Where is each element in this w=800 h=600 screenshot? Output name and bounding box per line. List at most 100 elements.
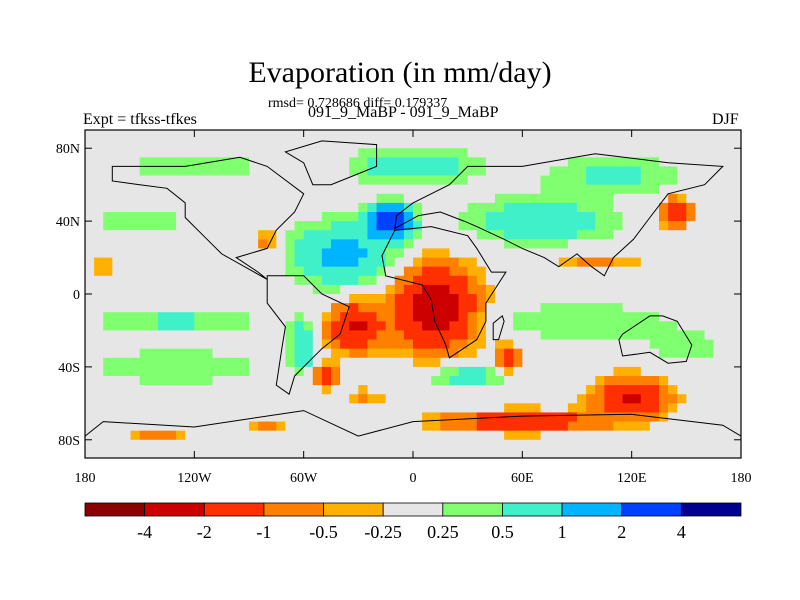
field-cell bbox=[440, 175, 450, 186]
field-cell bbox=[731, 248, 741, 258]
colorbar-label: 0.5 bbox=[491, 522, 514, 542]
field-cell bbox=[431, 366, 441, 377]
field-cell bbox=[722, 175, 733, 186]
field-cell bbox=[176, 303, 186, 313]
field-cell bbox=[276, 139, 286, 149]
field-cell bbox=[558, 403, 569, 413]
field-cell bbox=[668, 139, 678, 149]
field-cell bbox=[513, 312, 523, 322]
field-cell bbox=[358, 348, 368, 359]
field-cell bbox=[495, 212, 505, 222]
field-cell bbox=[531, 366, 541, 377]
field-cell bbox=[230, 139, 241, 149]
colorbar-label: 0.25 bbox=[427, 522, 459, 542]
field-cell bbox=[640, 448, 651, 458]
field-cell bbox=[85, 157, 95, 167]
field-cell bbox=[167, 248, 177, 258]
field-cell bbox=[385, 202, 396, 213]
field-cell bbox=[522, 403, 532, 413]
field-cell bbox=[139, 193, 150, 204]
field-cell bbox=[476, 257, 487, 268]
field-cell bbox=[376, 403, 387, 413]
field-cell bbox=[312, 239, 323, 249]
field-cell bbox=[85, 202, 95, 213]
field-cell bbox=[659, 175, 669, 186]
field-cell bbox=[476, 166, 487, 176]
field-cell bbox=[285, 303, 295, 313]
field-cell bbox=[239, 412, 250, 422]
field-cell bbox=[394, 166, 405, 176]
field-cell bbox=[139, 321, 150, 331]
field-cell bbox=[185, 184, 195, 195]
field-cell bbox=[194, 157, 204, 167]
field-cell bbox=[367, 321, 377, 331]
field-cell bbox=[285, 239, 295, 249]
field-cell bbox=[94, 321, 104, 331]
field-cell bbox=[148, 239, 159, 249]
field-cell bbox=[85, 303, 95, 313]
field-cell bbox=[403, 275, 414, 286]
field-cell bbox=[549, 403, 560, 413]
field-cell bbox=[258, 321, 268, 331]
field-cell bbox=[504, 130, 514, 140]
field-cell bbox=[713, 330, 724, 340]
field-cell bbox=[540, 439, 551, 450]
field-cell bbox=[467, 439, 478, 450]
field-cell bbox=[312, 193, 323, 204]
field-cell bbox=[677, 157, 687, 167]
field-cell bbox=[522, 394, 532, 404]
field-cell bbox=[722, 294, 733, 304]
field-cell bbox=[622, 202, 633, 213]
field-cell bbox=[212, 239, 223, 249]
field-cell bbox=[212, 348, 223, 359]
field-cell bbox=[185, 366, 195, 377]
colorbar-label: 2 bbox=[617, 522, 626, 542]
field-cell bbox=[422, 284, 432, 295]
field-cell bbox=[394, 348, 405, 359]
colorbar-swatch bbox=[203, 502, 265, 517]
field-cell bbox=[440, 439, 450, 450]
field-cell bbox=[677, 330, 687, 340]
field-cell bbox=[686, 230, 696, 240]
field-cell bbox=[340, 294, 350, 304]
field-cell bbox=[394, 357, 405, 368]
field-cell bbox=[686, 130, 696, 140]
field-cell bbox=[349, 348, 359, 359]
field-cell bbox=[731, 394, 741, 404]
field-cell bbox=[549, 348, 560, 359]
field-cell bbox=[376, 330, 387, 340]
field-cell bbox=[649, 330, 660, 340]
field-cell bbox=[221, 348, 232, 359]
field-cell bbox=[549, 357, 560, 368]
field-cell bbox=[294, 312, 305, 322]
season-label: DJF bbox=[712, 111, 739, 128]
field-cell bbox=[495, 139, 505, 149]
field-cell bbox=[157, 421, 168, 432]
field-cell bbox=[185, 175, 195, 186]
field-cell bbox=[221, 139, 232, 149]
field-cell bbox=[94, 412, 104, 422]
field-cell bbox=[312, 175, 323, 186]
field-cell bbox=[586, 166, 596, 176]
field-cell bbox=[376, 257, 387, 268]
field-cell bbox=[504, 193, 514, 204]
field-cell bbox=[540, 212, 551, 222]
field-cell bbox=[331, 294, 341, 304]
field-cell bbox=[586, 294, 596, 304]
field-cell bbox=[567, 239, 578, 249]
field-cell bbox=[367, 412, 377, 422]
field-cell bbox=[513, 348, 523, 359]
field-cell bbox=[148, 394, 159, 404]
field-cell bbox=[476, 348, 487, 359]
field-cell bbox=[349, 321, 359, 331]
field-cell bbox=[267, 166, 277, 176]
field-cell bbox=[558, 239, 569, 249]
field-cell bbox=[258, 248, 268, 258]
field-cell bbox=[476, 357, 487, 368]
field-cell bbox=[522, 412, 532, 422]
field-cell bbox=[440, 348, 450, 359]
field-cell bbox=[103, 339, 113, 350]
field-cell bbox=[704, 403, 715, 413]
field-cell bbox=[604, 321, 614, 331]
field-cell bbox=[440, 166, 450, 176]
